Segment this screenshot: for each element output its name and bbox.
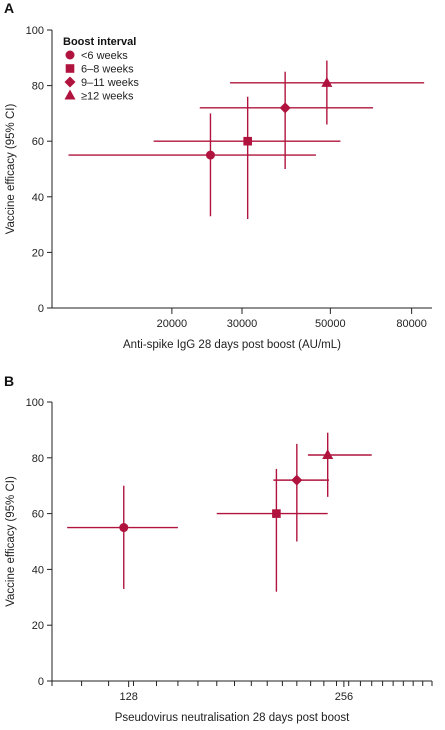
panel-b-y-tick-label: 40 [32, 564, 44, 576]
panel-a-x-tick-label: 20000 [157, 318, 188, 330]
legend-entry-label: 6–8 weeks [81, 64, 134, 76]
panel-a-point-triangle [321, 76, 333, 87]
legend-marker-circle [65, 50, 75, 60]
panel-a-y-tick-label: 0 [38, 303, 44, 315]
panel-a-y-tick-label: 60 [32, 136, 44, 148]
panel-b-point-square [272, 509, 281, 518]
legend-marker-diamond [64, 76, 76, 88]
legend-entry-label: ≥12 weeks [81, 91, 134, 103]
legend-entry-label: 9–11 weeks [81, 77, 139, 89]
panel-b-y-axis-label: Vaccine efficacy (95% CI) [5, 476, 17, 607]
panel-b-x-axis-label: Pseudovirus neutralisation 28 days post … [115, 712, 350, 724]
panel-b-point-triangle [322, 449, 334, 460]
panel-a-x-tick-label: 80000 [396, 318, 427, 330]
panel-a-point-square [243, 136, 252, 146]
panel-b-y-tick-label: 80 [32, 453, 44, 465]
panel-a-x-tick-label: 30000 [227, 318, 258, 330]
panel-b-label: B [4, 373, 14, 389]
panel-a-y-tick-label: 100 [26, 25, 44, 37]
panel-b-y-tick-label: 60 [32, 509, 44, 521]
legend-marker-triangle [64, 89, 76, 100]
panel-a-y-tick-label: 40 [32, 192, 44, 204]
legend-entry-label: <6 weeks [81, 50, 128, 62]
legend-marker-square [65, 64, 75, 73]
panel-b-point-diamond [291, 474, 303, 486]
panel-a-point-diamond [279, 102, 291, 114]
panel-b-y-tick-label: 0 [38, 676, 44, 688]
panel-a-y-tick-label: 80 [32, 81, 44, 93]
panel-b-point-circle [119, 523, 129, 533]
panel-a-y-axis-label: Vaccine efficacy (95% CI) [5, 104, 17, 235]
panel-a-label: A [4, 0, 14, 16]
panel-a-x-axis-label: Anti-spike IgG 28 days post boost (AU/mL… [123, 339, 341, 351]
panel-b-y-tick-label: 20 [32, 620, 44, 632]
panel-b-x-tick-label: 128 [119, 691, 137, 703]
panel-a-x-tick-label: 50000 [315, 318, 346, 330]
panel-b-chart: B 0 20 40 60 80 100 128 256 Vaccine efficacy (95%… [4, 373, 433, 724]
panel-a-point-circle [205, 150, 215, 160]
panel-b-y-tick-label: 100 [26, 397, 44, 409]
panel-a-chart: A 0 20 40 60 80 100 20000 30000 50000 80000 Vaccine… [4, 0, 432, 351]
panel-a-y-tick-label: 20 [32, 247, 44, 259]
panel-b-x-tick-label: 256 [335, 691, 353, 703]
legend-title: Boost interval [63, 36, 136, 48]
